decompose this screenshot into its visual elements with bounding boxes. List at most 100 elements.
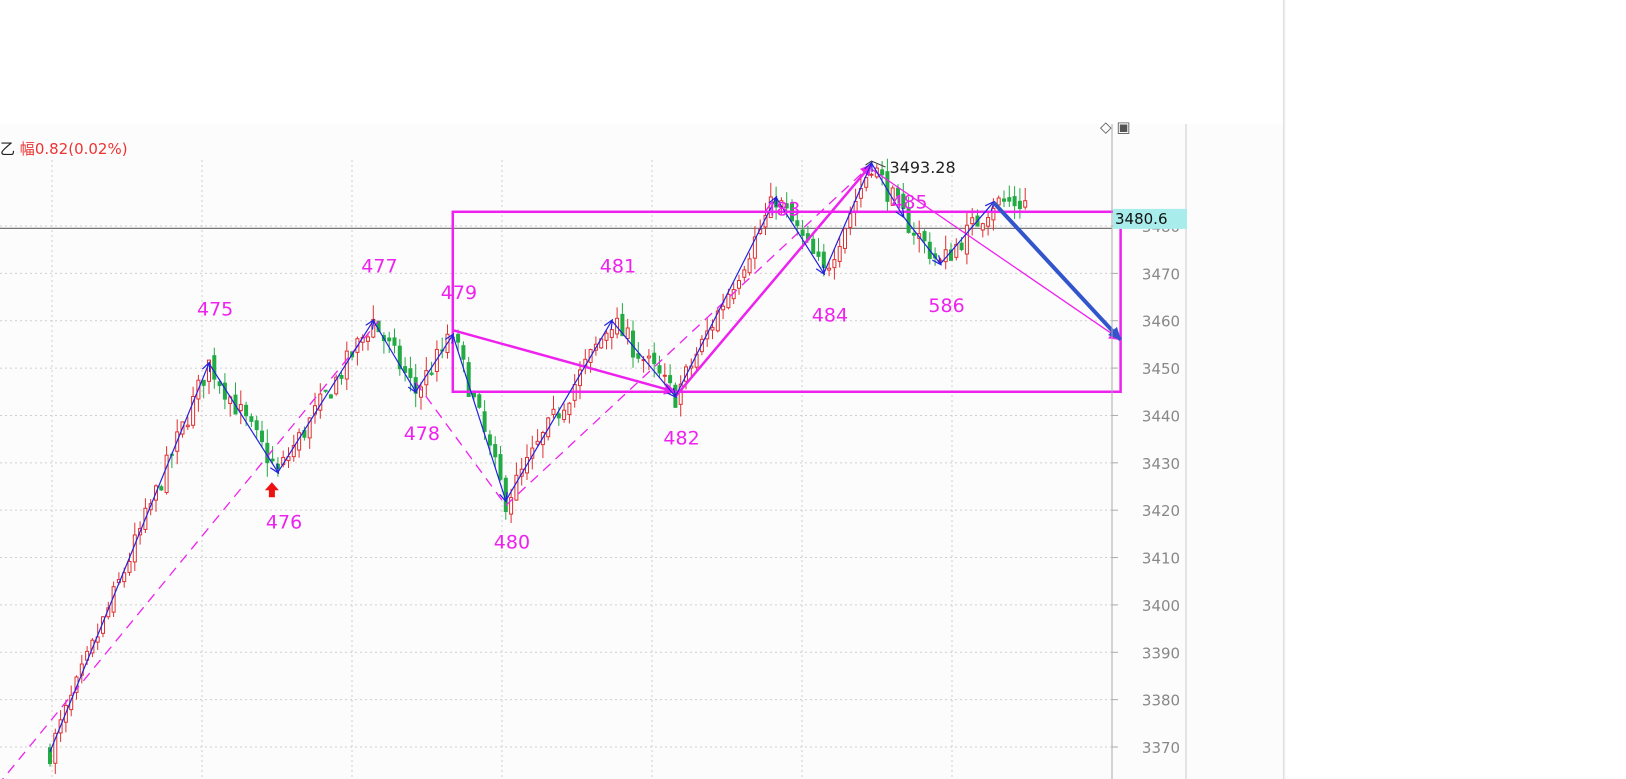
chart-panel[interactable] — [0, 124, 1283, 779]
candle-body — [366, 336, 370, 342]
wave-label: 485 — [891, 192, 927, 214]
candle-body — [408, 368, 413, 378]
wave-label: 586 — [928, 295, 964, 317]
diamond-icon[interactable]: ◇ — [1100, 118, 1112, 136]
candle-body — [949, 249, 953, 261]
candle-body — [816, 251, 821, 257]
candle-body — [249, 416, 254, 422]
wave-segment — [674, 198, 776, 397]
wave-segment — [505, 321, 612, 502]
candle-body — [244, 404, 249, 417]
wave-label: 479 — [441, 282, 477, 304]
candle-body — [328, 394, 333, 399]
wave-label: 478 — [404, 423, 440, 445]
candle-body — [795, 220, 800, 227]
wave-segment — [415, 335, 453, 393]
wave-segment — [208, 363, 278, 472]
trend-line — [415, 381, 507, 506]
candle-body — [397, 345, 402, 370]
candle-body — [1002, 198, 1006, 202]
candle-body — [191, 395, 196, 426]
candle-body — [556, 413, 561, 419]
wave-label: 475 — [197, 298, 233, 320]
wave-segment — [991, 200, 1123, 342]
price-tick-label: 3450 — [1142, 360, 1180, 378]
trend-layer — [2, 163, 1122, 779]
candle-body — [387, 337, 392, 342]
candle-body — [880, 169, 885, 176]
candle-body — [715, 310, 720, 332]
candle-body — [122, 572, 127, 583]
candle-body — [737, 280, 741, 289]
trend-line — [452, 328, 677, 395]
candle-body — [127, 561, 132, 573]
candle-body — [837, 245, 842, 262]
candle-body — [646, 355, 651, 359]
price-tick-label: 3470 — [1142, 265, 1180, 283]
info-prefix: 乙 — [0, 140, 16, 158]
candle-body — [503, 477, 508, 512]
candle-body — [710, 327, 715, 331]
wave-label: 480 — [494, 532, 530, 554]
candle-body — [970, 217, 975, 225]
candle-body — [662, 374, 667, 377]
candle-body — [217, 381, 222, 387]
panel-icon[interactable]: ▣ — [1116, 118, 1131, 136]
candle-body — [90, 639, 95, 654]
candle-body — [964, 224, 969, 255]
candle-body — [954, 243, 959, 258]
candle-body — [742, 269, 747, 278]
candle-body — [827, 267, 832, 271]
candle-body — [323, 389, 328, 392]
candle-body — [477, 394, 482, 408]
window-right-edge — [1283, 0, 1286, 779]
wave-segment — [939, 202, 993, 265]
candle-body — [493, 444, 498, 458]
price-chart[interactable]: 475 476 477 478 479 480 481 482 483 484 485 586 3493… — [0, 0, 1283, 779]
candle-body — [339, 375, 344, 379]
candle-body — [551, 408, 556, 415]
candle-body — [684, 366, 688, 382]
price-tick-label: 3400 — [1142, 597, 1180, 615]
candle-body — [434, 348, 439, 373]
candle-body — [159, 486, 164, 491]
current-price-tag — [1113, 208, 1187, 229]
candle-body — [668, 375, 673, 384]
candle-body — [1007, 197, 1012, 202]
candle-body — [498, 454, 503, 480]
wave-segment — [823, 163, 872, 274]
price-tick-label: 3440 — [1142, 407, 1180, 425]
wave-label: 476 — [266, 511, 302, 533]
change-value: 0.82(0.02%) — [34, 140, 128, 158]
candle-body — [896, 187, 900, 197]
candle-body — [318, 393, 323, 411]
price-tick-label: 3410 — [1142, 550, 1180, 568]
candle-body — [938, 259, 943, 263]
wave-label: 481 — [600, 256, 636, 278]
candle-body — [334, 376, 339, 395]
candle-body — [843, 228, 847, 249]
candle-body — [392, 337, 397, 346]
candle-body — [270, 458, 275, 462]
trend-line — [871, 168, 1122, 341]
chart-window: 乙 幅0.82(0.02%) 475 476 477 478 479 480 481 482 4… — [0, 0, 1283, 779]
wave-label-layer: 475 476 477 478 479 480 481 482 483 484 485 586 3493… — [197, 158, 965, 554]
candle-body — [959, 242, 964, 251]
candle-body — [53, 732, 58, 764]
candle-body — [535, 440, 540, 445]
wave-segment — [372, 320, 415, 392]
candle-body — [811, 238, 816, 254]
candle-body — [821, 251, 826, 269]
candle-body — [164, 454, 169, 494]
wave-segment — [452, 334, 506, 501]
peak-marker — [865, 160, 886, 168]
price-tick-label: 3460 — [1142, 313, 1180, 331]
trend-line — [674, 163, 873, 398]
candle-body — [869, 173, 874, 176]
candle-body — [800, 229, 805, 236]
price-axis-layer: 3370 3380 3390 3400 3410 3420 3430 3440 3450 3460… — [1111, 124, 1187, 779]
candle-body — [980, 223, 985, 231]
candle-body — [429, 372, 434, 375]
trend-line — [505, 163, 872, 506]
candle-body — [922, 231, 927, 242]
